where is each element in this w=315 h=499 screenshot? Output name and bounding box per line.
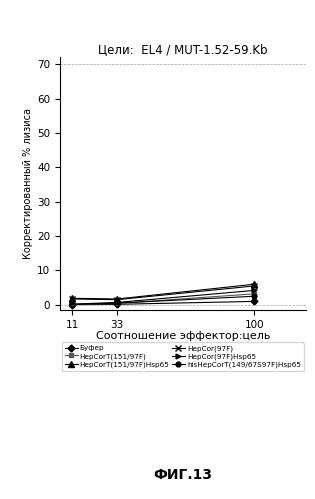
HepCorT(151/97F) (70, 301, 74, 307)
Text: Соотношение эффектор:цель: Соотношение эффектор:цель (95, 331, 270, 341)
Буфер (70, 302, 74, 308)
HepCorT(151/97F) (253, 291, 256, 297)
Line: Буфер: Буфер (70, 299, 257, 307)
Y-axis label: Корректированный % лизиса: Корректированный % лизиса (23, 108, 33, 259)
Line: HepCor(97F): HepCor(97F) (69, 283, 257, 303)
hisHepCorT(149/67S97F)Hsp65 (115, 300, 119, 306)
hisHepCorT(149/67S97F)Hsp65 (70, 301, 74, 307)
HepCor(97F) (115, 297, 119, 303)
Буфер (253, 298, 256, 304)
Line: HepCorT(151/97F)Hsp65: HepCorT(151/97F)Hsp65 (69, 281, 257, 302)
HepCorT(151/97F)Hsp65 (70, 295, 74, 301)
Line: HepCor(97F)Hsp65: HepCor(97F)Hsp65 (70, 288, 257, 306)
Text: ФИГ.13: ФИГ.13 (153, 468, 212, 482)
HepCor(97F) (253, 283, 256, 289)
Буфер (115, 301, 119, 307)
Legend: Буфер, HepCorT(151/97F), HepCorT(151/97F)Hsp65, HepCor(97F), HepCor(97F)Hsp65, h: Буфер, HepCorT(151/97F), HepCorT(151/97F… (62, 342, 304, 371)
HepCorT(151/97F)Hsp65 (115, 296, 119, 302)
Text: Цели:  EL4 / MUT-1.52-59.Kb: Цели: EL4 / MUT-1.52-59.Kb (98, 43, 267, 56)
Line: hisHepCorT(149/67S97F)Hsp65: hisHepCorT(149/67S97F)Hsp65 (70, 294, 257, 307)
HepCorT(151/97F)Hsp65 (253, 281, 256, 287)
HepCor(97F)Hsp65 (115, 299, 119, 305)
hisHepCorT(149/67S97F)Hsp65 (253, 293, 256, 299)
HepCor(97F)Hsp65 (70, 301, 74, 307)
HepCorT(151/97F) (115, 300, 119, 306)
Line: HepCorT(151/97F): HepCorT(151/97F) (70, 291, 257, 307)
HepCor(97F)Hsp65 (253, 287, 256, 293)
HepCor(97F) (70, 296, 74, 302)
